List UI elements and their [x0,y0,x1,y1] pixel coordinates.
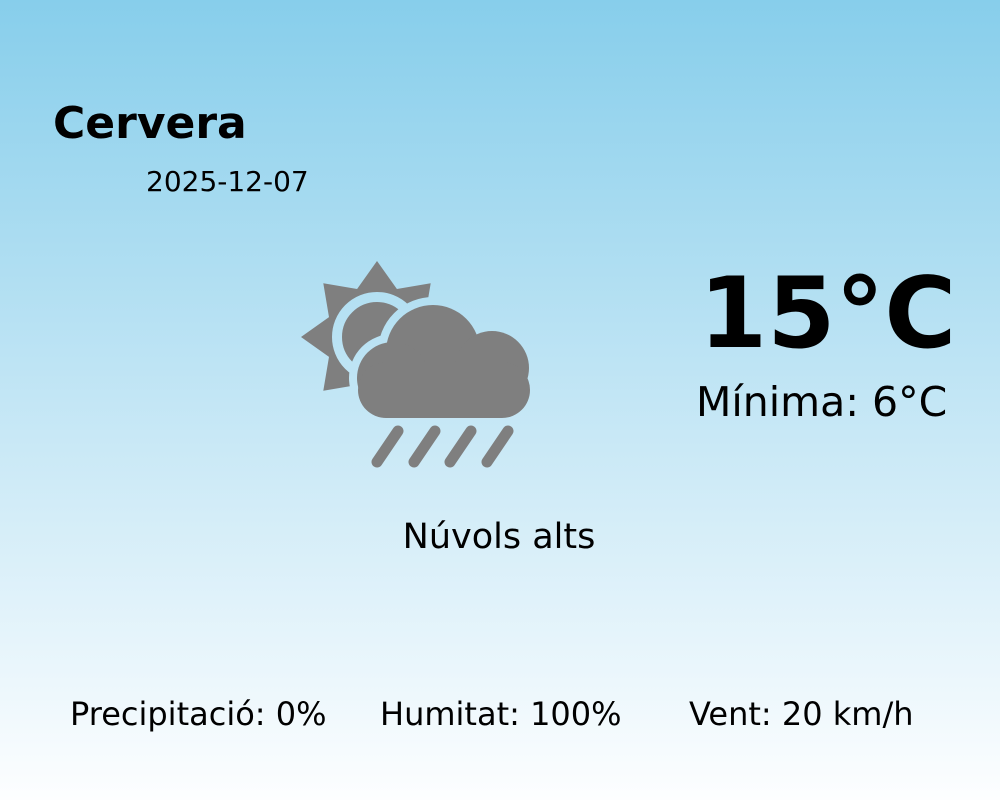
minimum-temperature: Mínima: 6°C [696,378,948,426]
precipitation-stat: Precipitació: 0% [70,695,327,733]
cloud-icon [357,305,530,418]
humidity-stat: Humitat: 100% [380,695,622,733]
rain-icon [371,425,514,468]
location-title: Cervera [53,98,247,149]
temperature-value: 15°C [699,257,957,371]
sun-icon [301,261,453,413]
condition-label: Núvols alts [402,517,596,557]
wind-stat: Vent: 20 km/h [689,695,914,733]
date-label: 2025-12-07 [146,165,309,198]
